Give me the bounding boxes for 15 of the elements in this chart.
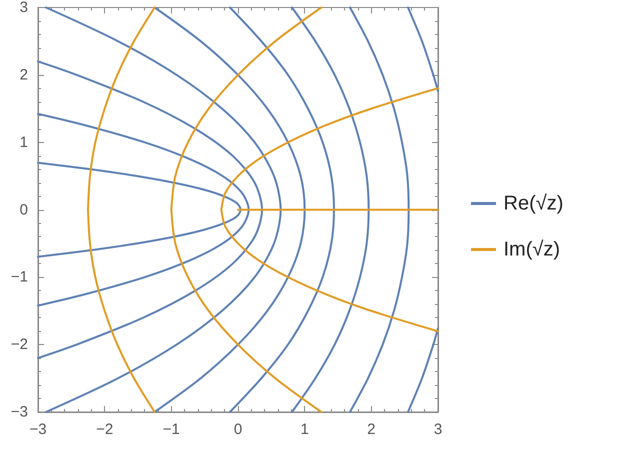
y-tick-label: 2 [20,66,28,84]
y-tick-label: −1 [10,268,28,286]
x-tick-label: 1 [300,421,309,438]
legend-label: Im(√z) [504,238,560,260]
legend-label: Re(√z) [504,192,564,214]
x-tick-label: −2 [96,421,114,438]
y-tick-label: 1 [20,134,28,151]
x-tick-label: 2 [367,421,376,438]
x-tick-label: −1 [162,421,180,438]
x-tick-label: 0 [234,421,242,438]
y-tick-label: −2 [10,336,28,354]
y-tick-label: −3 [10,404,28,420]
x-tick-label: 3 [434,421,442,438]
y-tick-label: 3 [20,0,28,16]
y-tick-label: 0 [20,201,28,218]
